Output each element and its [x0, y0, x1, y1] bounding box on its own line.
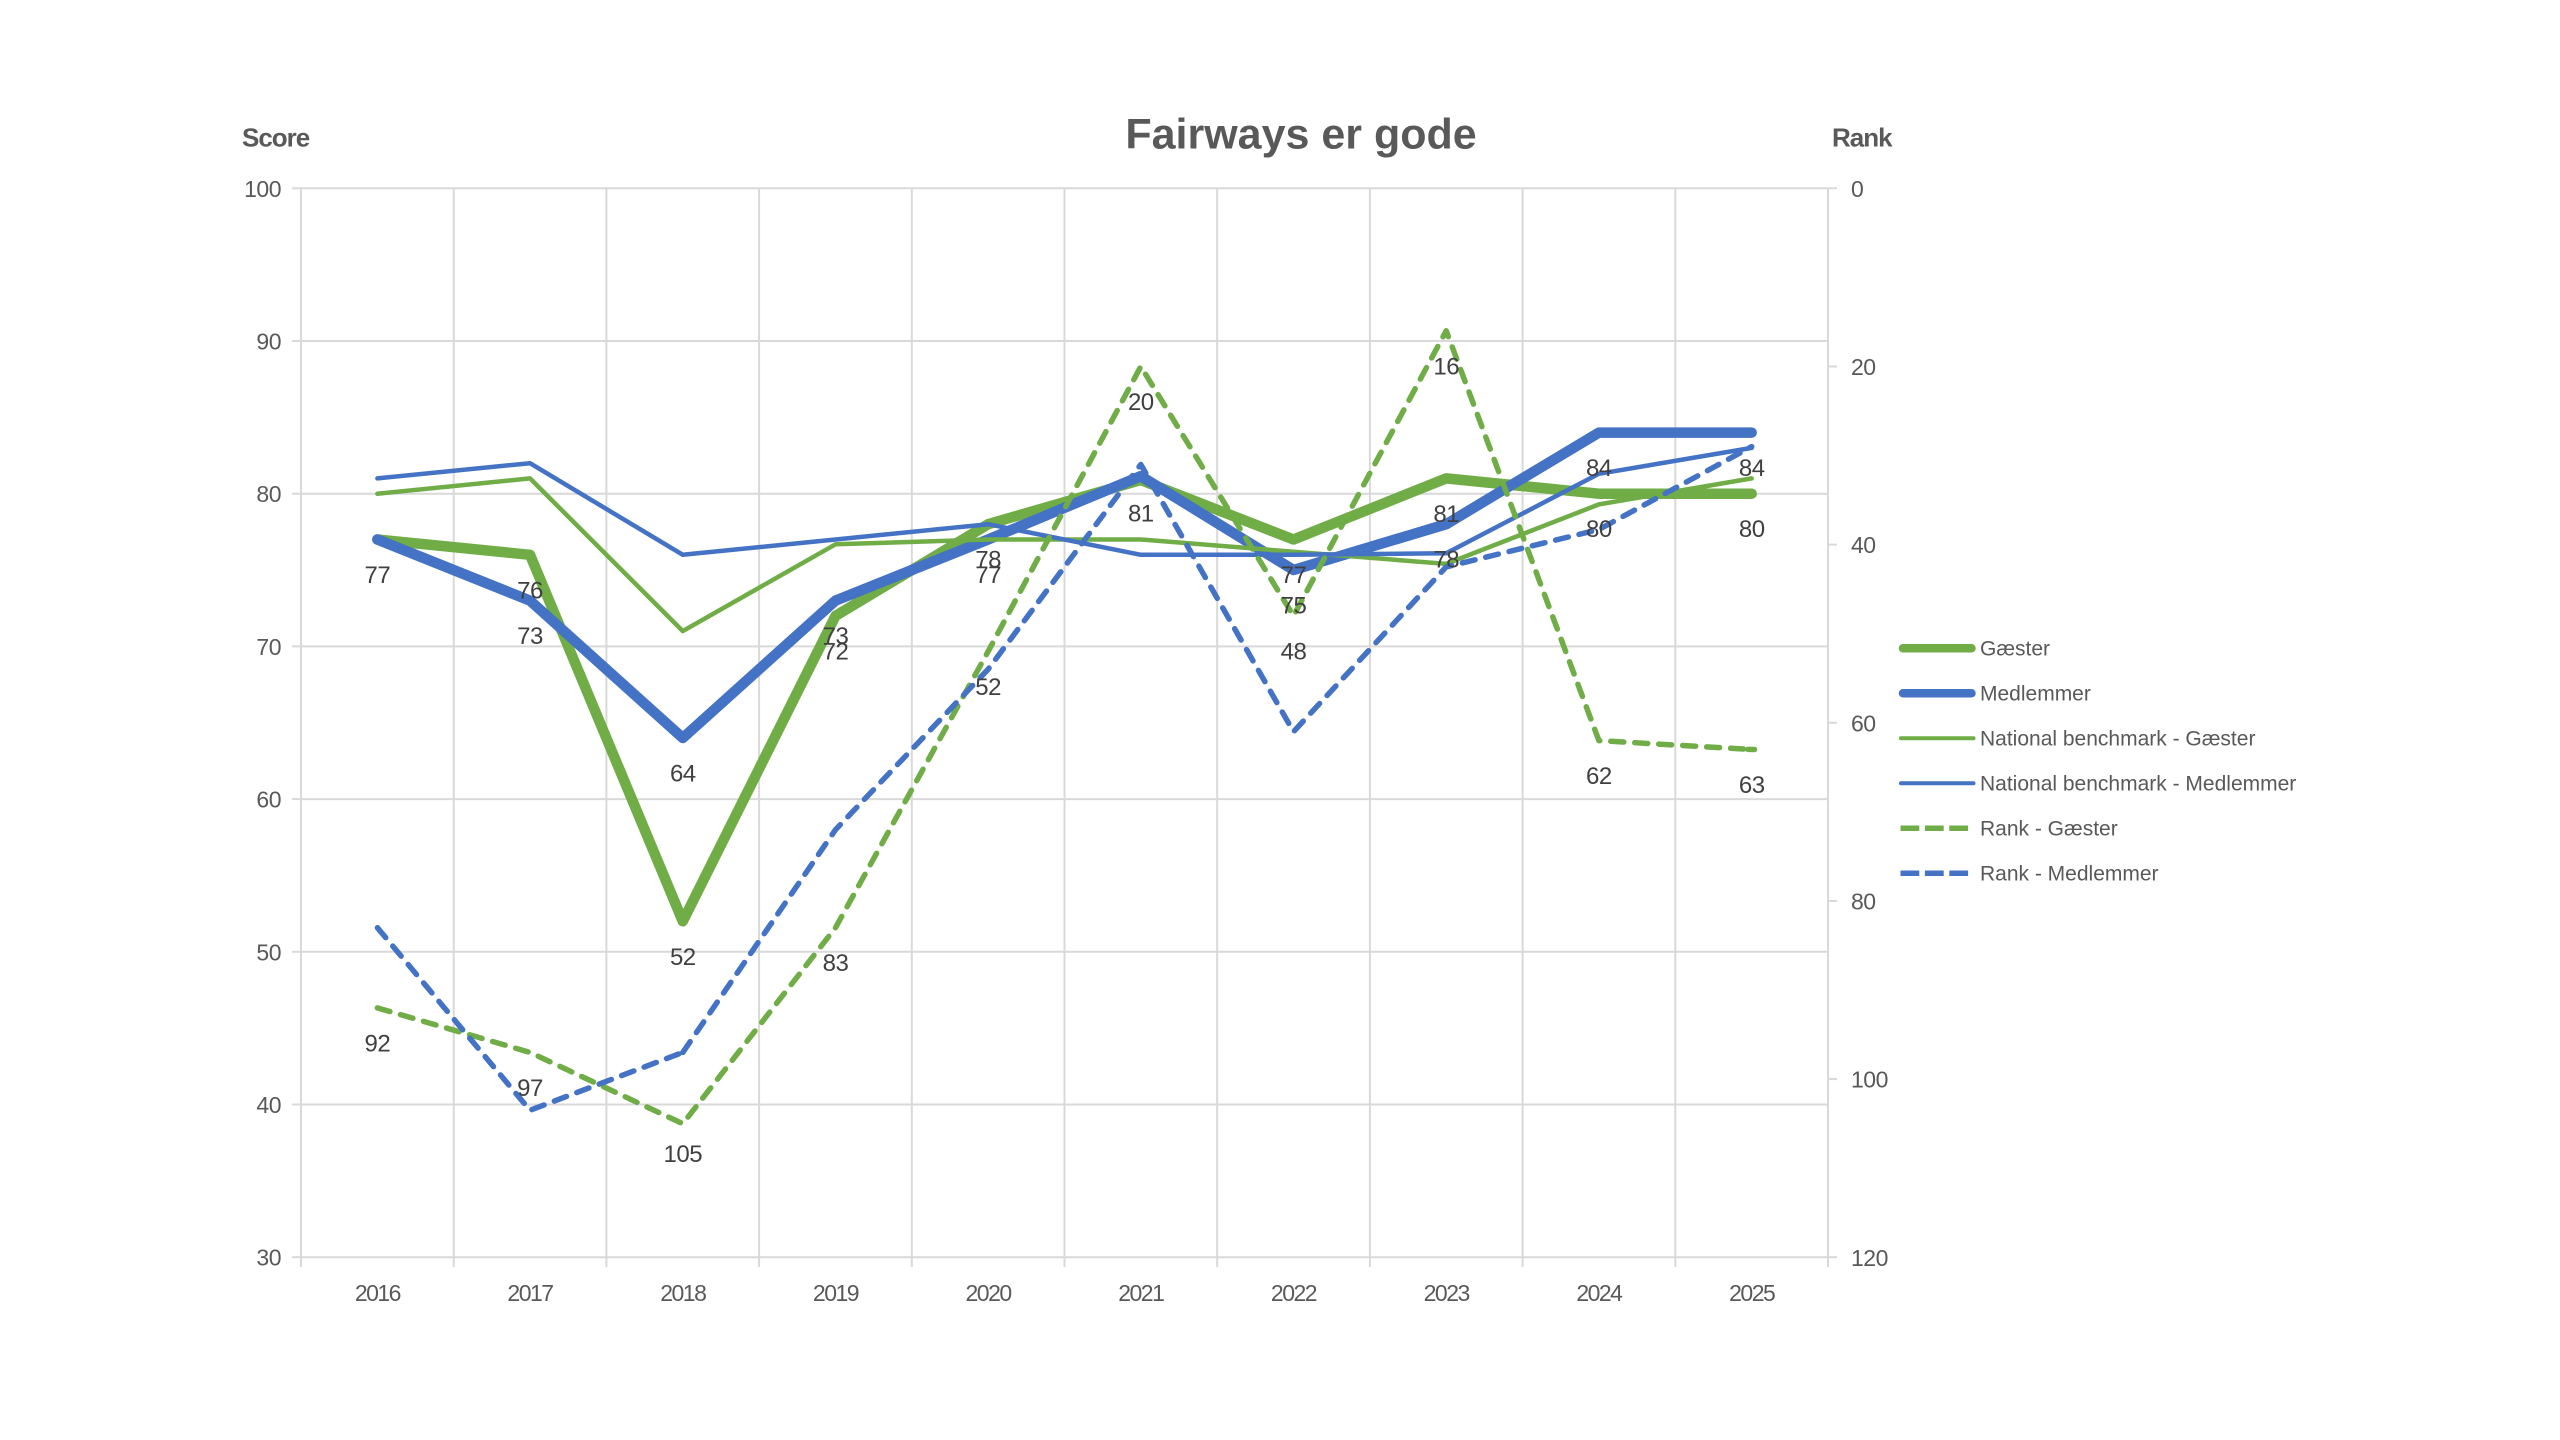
svg-text:20: 20 [1128, 389, 1154, 416]
svg-text:78: 78 [1433, 547, 1459, 574]
svg-text:40: 40 [256, 1092, 281, 1118]
svg-text:80: 80 [1851, 889, 1876, 915]
svg-text:83: 83 [823, 950, 849, 977]
svg-text:73: 73 [823, 623, 849, 650]
svg-text:81: 81 [1128, 501, 1154, 528]
svg-text:Gæster: Gæster [1980, 637, 2050, 660]
svg-text:50: 50 [256, 939, 281, 965]
svg-text:81: 81 [1433, 501, 1459, 528]
svg-text:80: 80 [1739, 516, 1765, 543]
svg-text:77: 77 [365, 562, 391, 589]
svg-text:40: 40 [1851, 532, 1876, 558]
svg-text:Rank: Rank [1832, 122, 1893, 152]
svg-text:2018: 2018 [660, 1280, 706, 1306]
svg-text:97: 97 [517, 1075, 543, 1102]
svg-text:2023: 2023 [1424, 1280, 1470, 1306]
svg-text:92: 92 [365, 1030, 391, 1057]
svg-text:63: 63 [1739, 772, 1765, 799]
svg-text:Rank - Gæster: Rank - Gæster [1980, 817, 2118, 840]
svg-text:80: 80 [1586, 516, 1612, 543]
svg-text:0: 0 [1851, 176, 1863, 202]
svg-text:84: 84 [1586, 455, 1612, 482]
svg-text:72: 72 [823, 638, 849, 665]
svg-text:2019: 2019 [813, 1280, 859, 1306]
svg-text:2016: 2016 [355, 1280, 401, 1306]
svg-text:National benchmark - Medlemmer: National benchmark - Medlemmer [1980, 772, 2296, 795]
svg-text:73: 73 [517, 623, 543, 650]
svg-text:120: 120 [1851, 1245, 1888, 1271]
svg-text:100: 100 [244, 176, 281, 202]
svg-text:16: 16 [1433, 353, 1459, 380]
svg-text:2022: 2022 [1271, 1280, 1317, 1306]
svg-text:48: 48 [1281, 638, 1307, 665]
svg-text:Medlemmer: Medlemmer [1980, 682, 2091, 705]
svg-text:2017: 2017 [507, 1280, 553, 1306]
svg-text:Rank - Medlemmer: Rank - Medlemmer [1980, 862, 2159, 885]
svg-text:National benchmark - Gæster: National benchmark - Gæster [1980, 727, 2255, 750]
svg-text:2020: 2020 [966, 1280, 1012, 1306]
svg-text:90: 90 [256, 329, 281, 355]
svg-text:84: 84 [1739, 455, 1765, 482]
svg-text:60: 60 [1851, 710, 1876, 736]
svg-text:105: 105 [664, 1141, 703, 1168]
svg-text:52: 52 [670, 944, 696, 971]
svg-text:30: 30 [256, 1245, 281, 1271]
svg-text:62: 62 [1586, 763, 1612, 790]
svg-text:78: 78 [975, 547, 1001, 574]
svg-text:2021: 2021 [1118, 1280, 1164, 1306]
svg-text:75: 75 [1281, 593, 1307, 620]
svg-text:2025: 2025 [1729, 1280, 1775, 1306]
svg-text:2024: 2024 [1576, 1280, 1623, 1306]
svg-text:80: 80 [256, 481, 281, 507]
svg-text:76: 76 [517, 577, 543, 604]
svg-text:77: 77 [1281, 562, 1307, 589]
svg-text:77: 77 [975, 562, 1001, 589]
svg-text:52: 52 [975, 674, 1001, 701]
svg-text:Score: Score [242, 122, 310, 152]
svg-text:64: 64 [670, 761, 696, 788]
svg-text:60: 60 [256, 787, 281, 813]
svg-text:20: 20 [1851, 354, 1876, 380]
svg-text:Fairways er gode: Fairways er gode [1125, 111, 1476, 159]
svg-text:100: 100 [1851, 1067, 1888, 1093]
svg-text:70: 70 [256, 634, 281, 660]
